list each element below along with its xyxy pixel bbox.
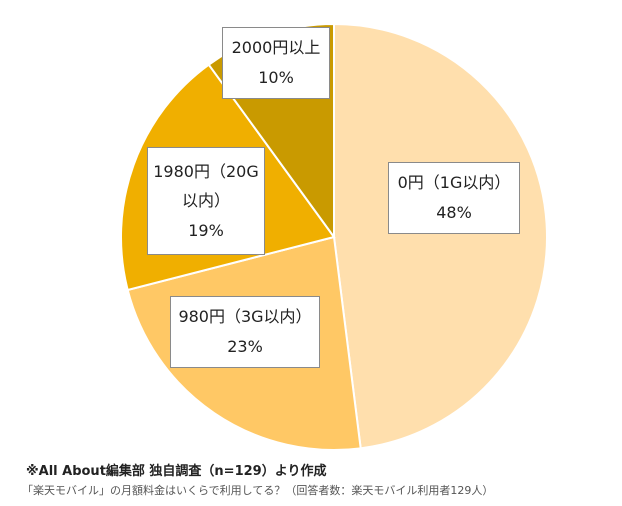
pie-chart: 0円（1G以内） 48% 980円（3G以内） 23% 1980円（20G 以内… — [120, 22, 548, 451]
slice-label-2000yen-plus-category: 2000円以上 — [231, 38, 321, 58]
slice-label-1980yen-category-line2: 以内） — [181, 191, 230, 211]
slice-label-0yen: 0円（1G以内） 48% — [388, 162, 520, 234]
source-note: ※All About編集部 独自調査（n=129）より作成 — [26, 464, 327, 479]
slice-label-980yen-category: 980円（3G以内） — [178, 307, 312, 327]
slice-label-980yen-value: 23% — [227, 337, 263, 356]
slice-label-1980yen: 1980円（20G 以内） 19% — [147, 147, 265, 255]
slice-label-1980yen-category-line1: 1980円（20G — [153, 161, 259, 181]
slice-label-0yen-category: 0円（1G以内） — [397, 173, 511, 193]
slice-label-0yen-value: 48% — [436, 203, 472, 222]
slice-0yen — [333, 22, 548, 450]
slice-label-2000yen-plus-value: 10% — [258, 68, 294, 87]
slice-label-1980yen-value: 19% — [188, 220, 224, 240]
slice-label-980yen: 980円（3G以内） 23% — [170, 296, 320, 368]
chart-caption: 「楽天モバイル」の月額料金はいくらで利用してる？（回答者数：楽天モバイル利用者1… — [22, 484, 494, 497]
slice-label-2000yen-plus: 2000円以上 10% — [222, 27, 330, 99]
